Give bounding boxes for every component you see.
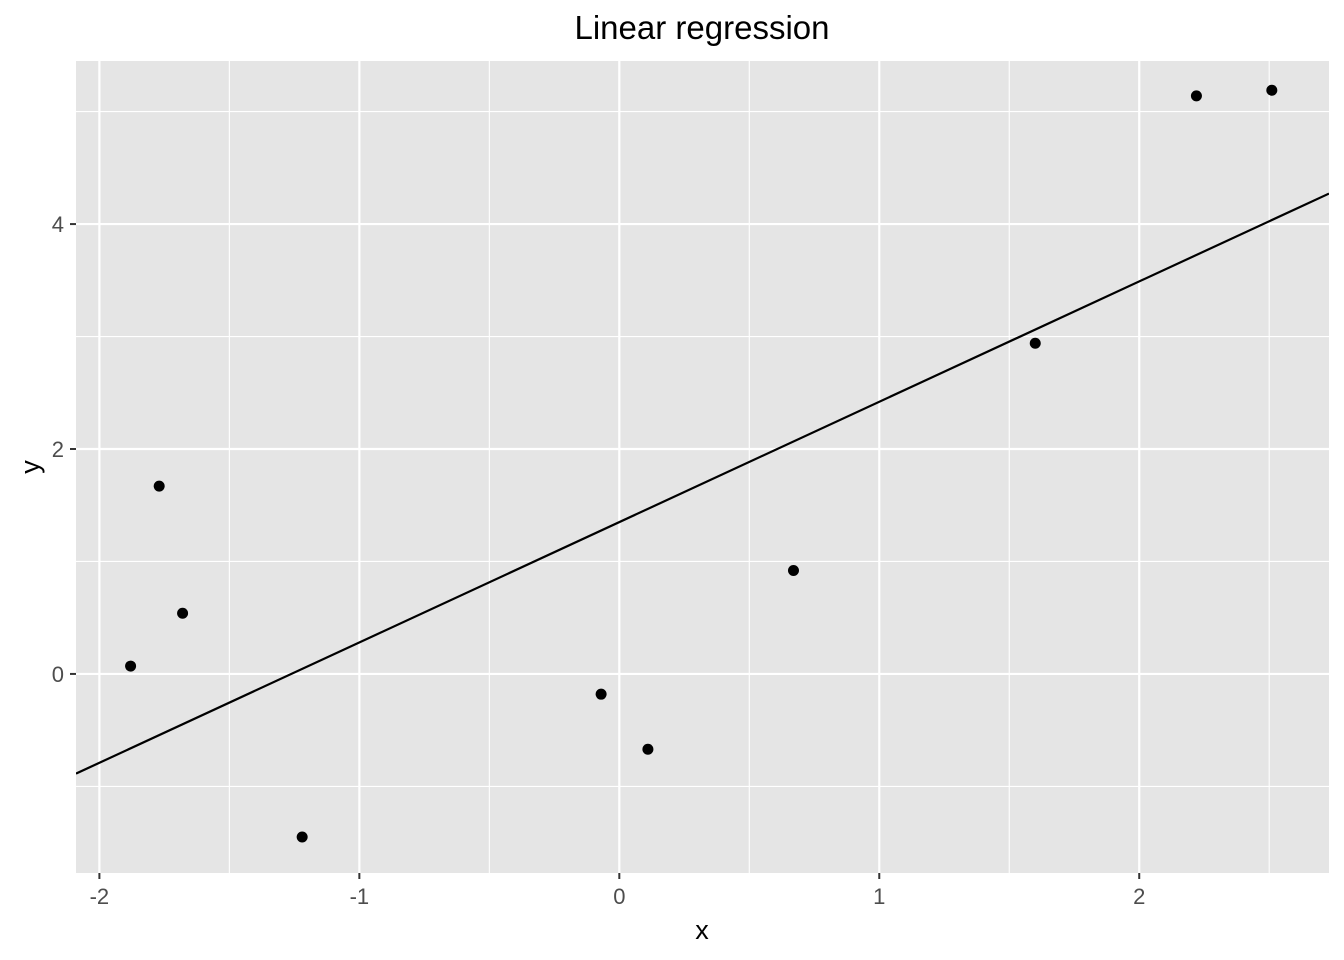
data-point [1266, 84, 1278, 96]
x-tick-label: -1 [350, 884, 370, 909]
x-tick-label: 0 [613, 884, 625, 909]
data-point [787, 564, 799, 576]
minor-gridlines [76, 61, 1329, 873]
x-axis-title: x [695, 915, 709, 945]
data-point [296, 831, 308, 843]
y-tick-label: 2 [52, 437, 64, 462]
data-point [153, 480, 165, 492]
x-tick-label: 1 [873, 884, 885, 909]
plot-content [76, 84, 1329, 843]
y-axis: 0 2 4 [52, 212, 76, 687]
chart-title: Linear regression [575, 9, 830, 46]
points-layer [125, 84, 1278, 843]
regression-layer [76, 192, 1329, 775]
y-tick-label: 4 [52, 212, 64, 237]
data-point [1029, 337, 1041, 349]
x-axis: -2 -1 0 1 2 [90, 873, 1145, 909]
data-point [595, 688, 607, 700]
major-gridlines [76, 61, 1329, 873]
data-point [642, 743, 654, 755]
y-axis-title: y [15, 460, 45, 474]
plot-panel [76, 61, 1329, 873]
data-point [125, 660, 137, 672]
regression-line [76, 192, 1329, 775]
y-tick-label: 0 [52, 662, 64, 687]
x-tick-label: -2 [90, 884, 110, 909]
data-point [1190, 90, 1202, 102]
x-tick-label: 2 [1133, 884, 1145, 909]
data-point [177, 607, 189, 619]
